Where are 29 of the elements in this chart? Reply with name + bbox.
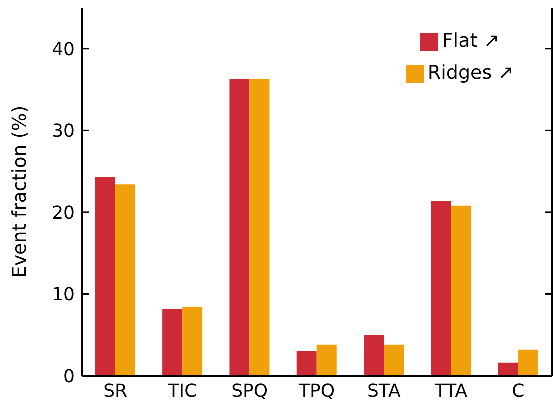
x-tick-label: TIC bbox=[167, 380, 198, 402]
bar bbox=[431, 200, 452, 376]
y-tick-label: 30 bbox=[52, 121, 75, 142]
bar bbox=[95, 177, 116, 376]
bar bbox=[316, 344, 337, 376]
x-tick-label: STA bbox=[367, 380, 402, 402]
y-tick-label: 20 bbox=[52, 202, 75, 224]
legend-label: Flat ↗ bbox=[442, 30, 500, 52]
y-tick-label: 0 bbox=[64, 366, 75, 388]
bar bbox=[230, 79, 250, 376]
bar bbox=[250, 79, 270, 376]
bar bbox=[498, 362, 518, 376]
bar bbox=[296, 351, 317, 376]
x-tick-label: SR bbox=[104, 380, 128, 402]
bar bbox=[115, 184, 136, 376]
legend-label: Ridges ↗ bbox=[428, 62, 514, 84]
y-axis-title: Event fraction (%) bbox=[9, 106, 31, 278]
y-tick-label: 40 bbox=[52, 39, 75, 60]
bar bbox=[162, 308, 183, 376]
bar bbox=[384, 344, 404, 376]
bar bbox=[364, 335, 384, 376]
bar bbox=[518, 350, 538, 376]
x-tick-label: SPQ bbox=[232, 380, 268, 402]
bar bbox=[451, 206, 472, 376]
x-tick-label: TTA bbox=[434, 380, 468, 402]
x-tick-label: TPQ bbox=[298, 380, 336, 402]
x-tick-label: C bbox=[512, 380, 525, 402]
y-tick-label: 10 bbox=[52, 284, 75, 306]
bar bbox=[182, 307, 203, 376]
